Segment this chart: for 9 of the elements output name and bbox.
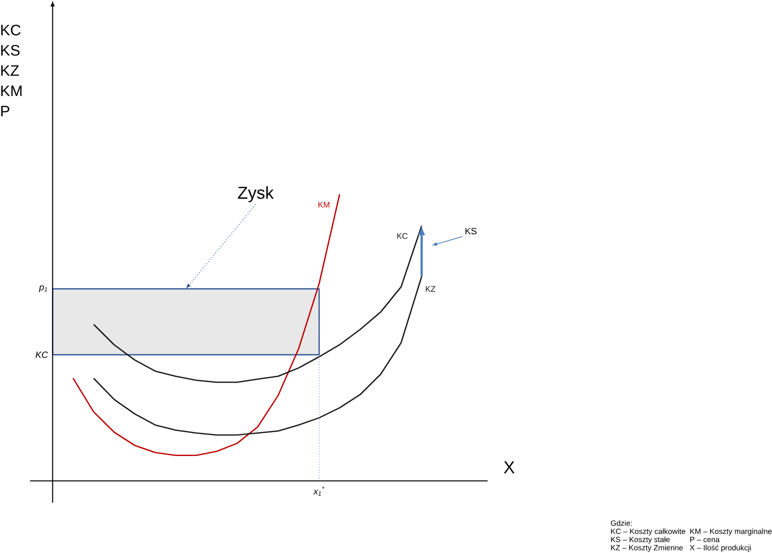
text: KC KS KZ KM P xyxy=(1,24,22,116)
annotation: KC xyxy=(36,352,48,358)
series-label: KZ xyxy=(426,286,436,292)
band-label: Zysk xyxy=(238,186,274,202)
text: KS xyxy=(466,228,476,234)
annotation: p$_{1}$ xyxy=(38,286,48,292)
series-label: KC xyxy=(397,233,408,239)
x-axis-title: X xyxy=(504,462,515,474)
series-label: KM xyxy=(318,202,330,208)
